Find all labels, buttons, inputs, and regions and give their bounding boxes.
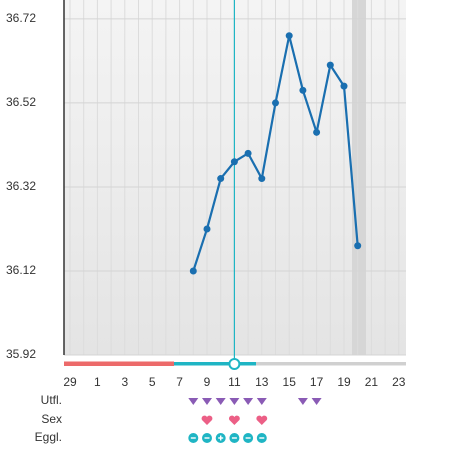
y-tick-label: 35.92 (6, 347, 36, 361)
discharge-icon (229, 398, 240, 405)
slider-red (64, 361, 174, 366)
row-label: Sex (41, 412, 62, 426)
x-tick-label: 23 (392, 375, 406, 389)
heart-icon (201, 415, 213, 425)
x-tick-label: 15 (283, 375, 297, 389)
row-label: Utfl. (41, 393, 62, 407)
data-point (258, 175, 266, 183)
y-tick-label: 36.72 (6, 11, 36, 25)
data-point (285, 32, 293, 40)
x-tick-label: 13 (255, 375, 269, 389)
data-point (354, 242, 362, 250)
x-tick-label: 1 (94, 375, 101, 389)
x-tick-label: 21 (365, 375, 379, 389)
plot-background (64, 0, 406, 355)
data-point (189, 267, 197, 275)
y-tick-label: 36.52 (6, 95, 36, 109)
discharge-icon (243, 398, 254, 405)
discharge-icon (256, 398, 267, 405)
data-point (299, 86, 307, 94)
y-tick-label: 36.32 (6, 179, 36, 193)
data-point (230, 158, 238, 166)
x-tick-label: 5 (149, 375, 156, 389)
heart-icon (256, 415, 268, 425)
data-point (340, 82, 348, 90)
row-label: Eggl. (35, 430, 62, 444)
slider-cyan (174, 362, 256, 366)
highlight-band (352, 0, 366, 355)
data-point (217, 175, 225, 183)
discharge-icon (297, 398, 308, 405)
x-tick-label: 17 (310, 375, 324, 389)
discharge-icon (202, 398, 212, 405)
x-tick-label: 19 (337, 375, 351, 389)
discharge-icon (311, 398, 322, 405)
x-tick-label: 11 (228, 375, 241, 389)
x-tick-label: 3 (121, 375, 128, 389)
heart-icon (228, 415, 240, 425)
x-tick-label: 9 (204, 375, 211, 389)
labels: 29 1 3 5 7 9 11 13 15 17 19 21 2335.9236.1236.3236.5… (6, 11, 406, 444)
discharge-icon (188, 398, 199, 405)
data-point (326, 61, 334, 69)
data-point (203, 225, 211, 233)
data-point (272, 99, 279, 107)
data-point (244, 149, 252, 157)
discharge-icon (215, 398, 226, 405)
marks (189, 32, 362, 275)
data-point (313, 128, 321, 136)
x-tick-label: 7 (176, 375, 183, 389)
slider-thumb[interactable] (228, 358, 241, 370)
y-tick-label: 36.12 (6, 263, 36, 277)
x-tick-label: 29 (63, 375, 77, 389)
